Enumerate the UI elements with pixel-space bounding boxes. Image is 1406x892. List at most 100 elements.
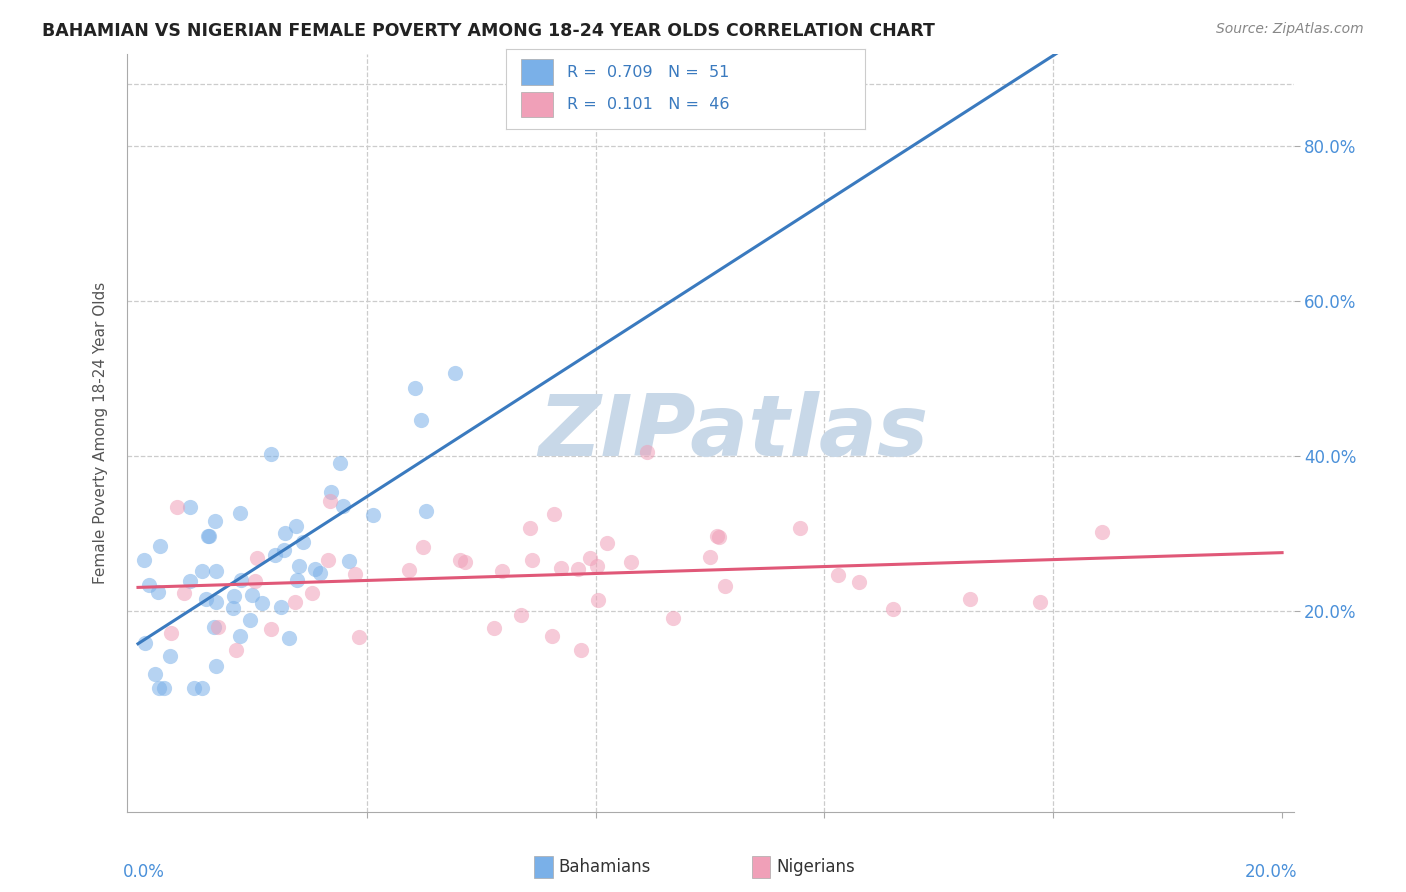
Point bbox=[197, 529, 219, 543]
Point bbox=[205, 595, 228, 609]
Point bbox=[285, 519, 308, 533]
Point bbox=[148, 681, 170, 695]
Point bbox=[959, 591, 981, 606]
Point bbox=[567, 562, 589, 576]
Point bbox=[245, 574, 267, 589]
Point bbox=[543, 507, 565, 521]
Point bbox=[301, 586, 323, 600]
Point bbox=[228, 506, 250, 520]
Point bbox=[596, 535, 619, 549]
Point bbox=[228, 629, 250, 643]
Point bbox=[332, 499, 354, 513]
Point bbox=[519, 521, 541, 535]
Point bbox=[361, 508, 384, 522]
Point bbox=[202, 620, 225, 634]
Point bbox=[134, 636, 156, 650]
Point bbox=[409, 413, 432, 427]
Point bbox=[274, 526, 297, 541]
Point bbox=[270, 599, 292, 614]
Point bbox=[1091, 524, 1114, 539]
Point bbox=[882, 602, 904, 616]
Point bbox=[159, 626, 181, 640]
Y-axis label: Female Poverty Among 18-24 Year Olds: Female Poverty Among 18-24 Year Olds bbox=[93, 282, 108, 583]
FancyBboxPatch shape bbox=[520, 92, 553, 118]
Point bbox=[194, 591, 217, 606]
Point bbox=[304, 562, 326, 576]
Text: Nigerians: Nigerians bbox=[776, 858, 855, 876]
Point bbox=[586, 593, 609, 607]
Text: 0.0%: 0.0% bbox=[124, 863, 165, 881]
Point bbox=[183, 681, 205, 695]
Point bbox=[579, 550, 602, 565]
Point bbox=[484, 621, 506, 635]
Point bbox=[329, 456, 352, 470]
Point bbox=[709, 530, 731, 544]
Point bbox=[191, 564, 214, 578]
Point bbox=[510, 608, 533, 623]
Point bbox=[146, 584, 169, 599]
Point bbox=[191, 681, 214, 695]
Point bbox=[285, 573, 308, 587]
Point bbox=[319, 493, 342, 508]
Point bbox=[159, 648, 181, 663]
Point bbox=[166, 500, 188, 515]
Point bbox=[132, 552, 155, 566]
Point bbox=[148, 539, 170, 553]
Point bbox=[713, 579, 735, 593]
Text: Source: ZipAtlas.com: Source: ZipAtlas.com bbox=[1216, 22, 1364, 37]
Point bbox=[205, 564, 228, 578]
Point bbox=[316, 552, 339, 566]
Point bbox=[848, 575, 870, 590]
Point bbox=[586, 558, 609, 573]
Point bbox=[240, 588, 263, 602]
Point bbox=[225, 642, 247, 657]
Point bbox=[246, 550, 269, 565]
Point bbox=[207, 620, 229, 634]
Point bbox=[277, 631, 299, 645]
Point bbox=[291, 534, 314, 549]
Point bbox=[260, 622, 283, 636]
Point bbox=[222, 601, 245, 615]
Point bbox=[789, 521, 811, 535]
Point bbox=[308, 566, 330, 581]
Point bbox=[138, 578, 160, 592]
Point bbox=[173, 586, 195, 600]
Point bbox=[204, 515, 226, 529]
Point bbox=[347, 630, 370, 644]
Point bbox=[229, 573, 252, 587]
Point bbox=[179, 574, 201, 588]
Point bbox=[449, 553, 471, 567]
Point bbox=[412, 540, 434, 554]
Point bbox=[620, 555, 643, 569]
Point bbox=[636, 444, 658, 458]
Point bbox=[443, 366, 465, 380]
Point bbox=[1028, 595, 1050, 609]
Point bbox=[661, 611, 683, 625]
Text: Bahamians: Bahamians bbox=[558, 858, 651, 876]
Text: R =  0.709   N =  51: R = 0.709 N = 51 bbox=[567, 65, 730, 80]
Point bbox=[198, 529, 221, 543]
Point bbox=[706, 529, 728, 543]
Point bbox=[827, 567, 849, 582]
Text: BAHAMIAN VS NIGERIAN FEMALE POVERTY AMONG 18-24 YEAR OLDS CORRELATION CHART: BAHAMIAN VS NIGERIAN FEMALE POVERTY AMON… bbox=[42, 22, 935, 40]
Point bbox=[288, 559, 311, 574]
Point bbox=[284, 595, 307, 609]
Point bbox=[273, 543, 295, 558]
Point bbox=[239, 613, 262, 627]
Point bbox=[222, 589, 245, 603]
Point bbox=[699, 549, 721, 564]
Text: ZIPatlas: ZIPatlas bbox=[538, 391, 928, 475]
Point bbox=[415, 504, 437, 518]
Point bbox=[550, 561, 572, 575]
FancyBboxPatch shape bbox=[520, 60, 553, 86]
Point bbox=[343, 566, 366, 581]
Point bbox=[319, 485, 342, 500]
Point bbox=[205, 659, 228, 673]
Point bbox=[404, 381, 426, 395]
Point bbox=[398, 563, 420, 577]
Point bbox=[569, 643, 592, 657]
Point bbox=[264, 548, 287, 562]
Point bbox=[491, 564, 513, 578]
Text: 20.0%: 20.0% bbox=[1244, 863, 1296, 881]
Point bbox=[337, 554, 360, 568]
